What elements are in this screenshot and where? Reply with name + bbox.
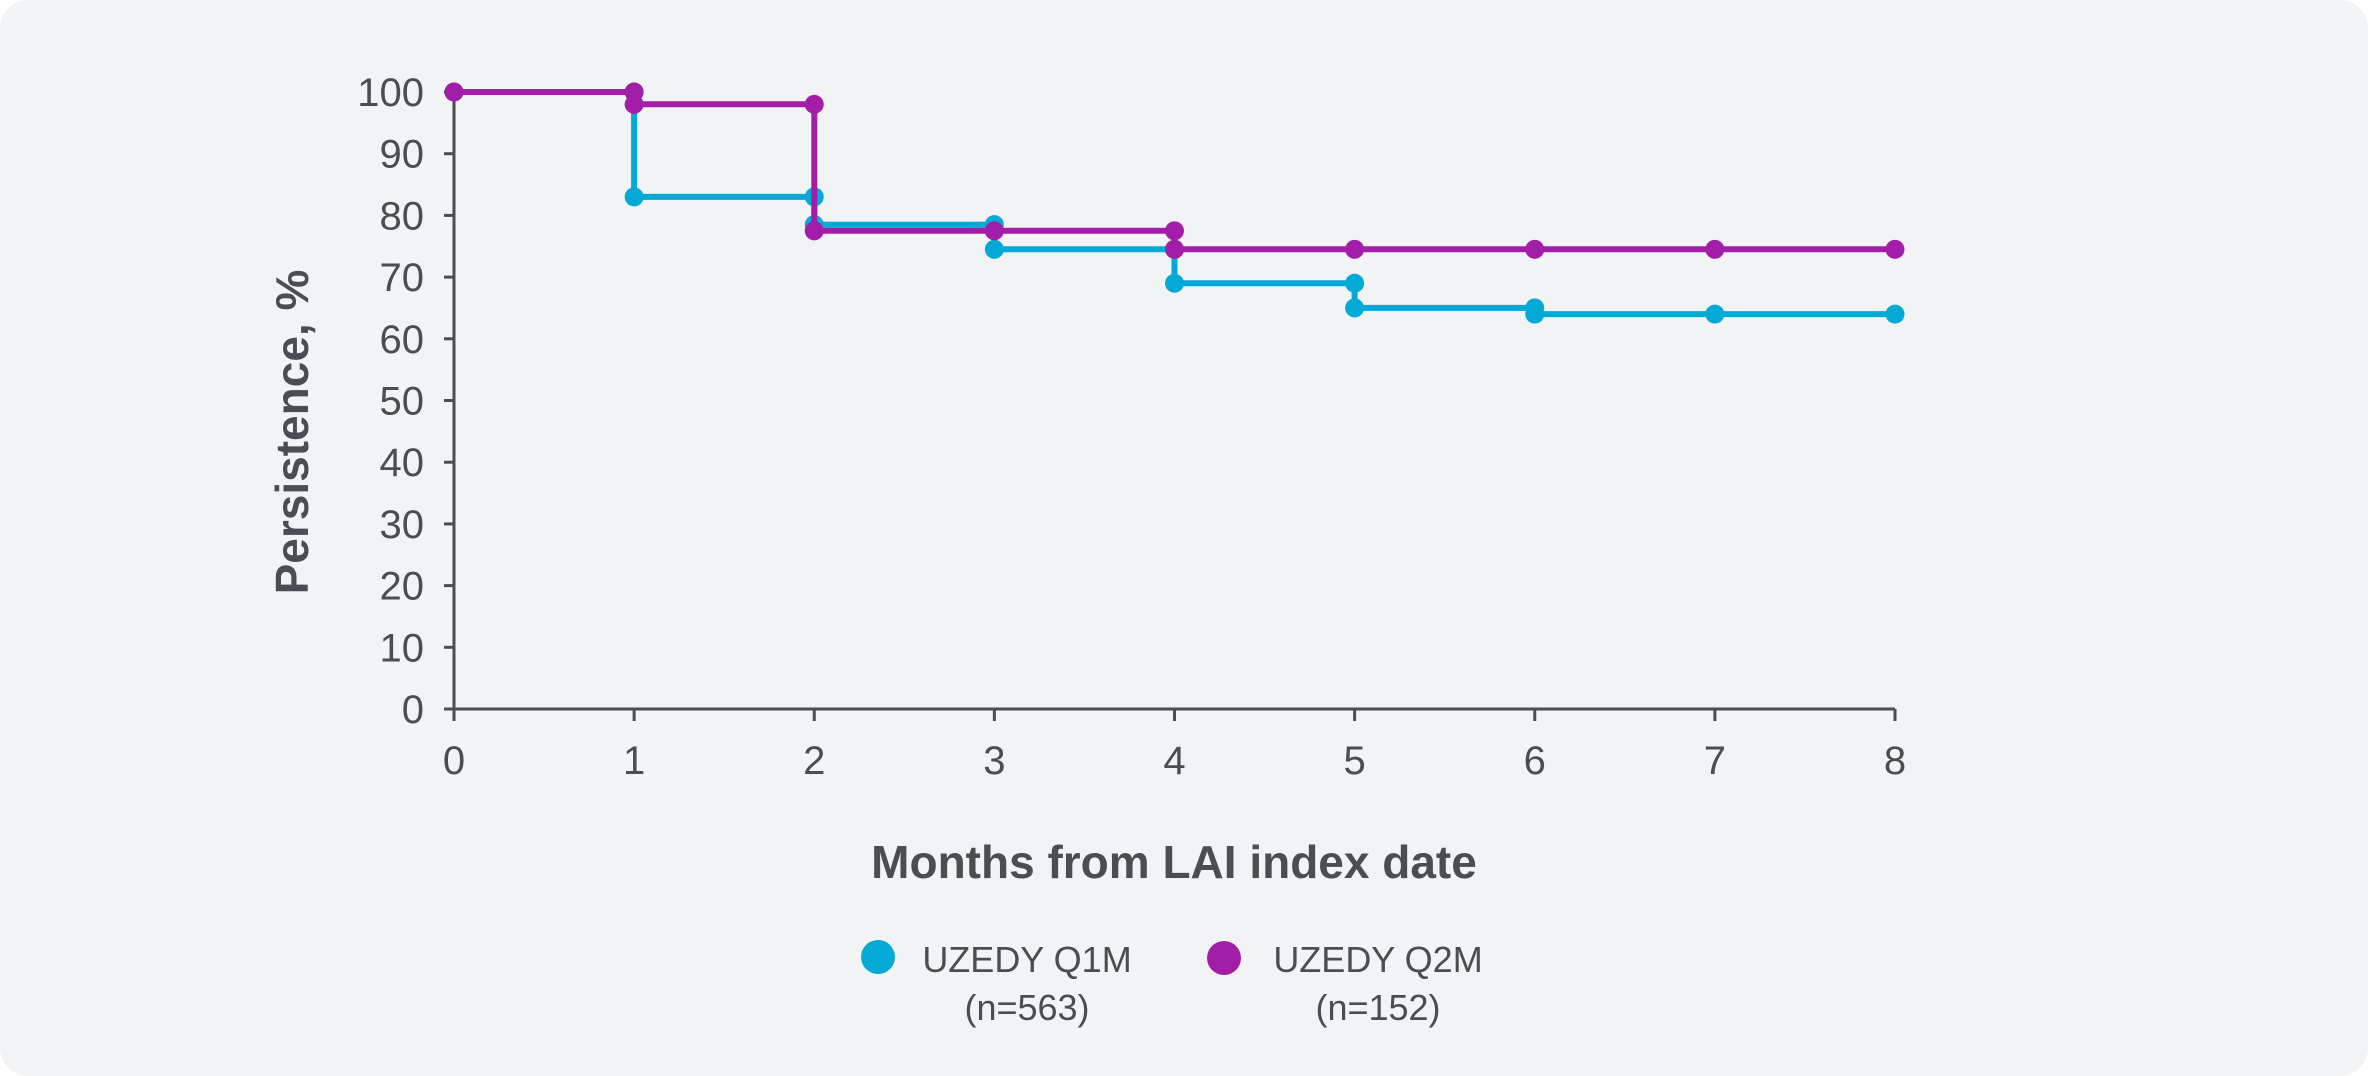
series-1-point [1705,304,1725,324]
series-2-points [444,82,1905,259]
y-tick-label: 40 [380,441,425,485]
x-tick-label: 1 [623,739,645,783]
x-tick-label: 2 [803,739,825,783]
y-axis-title: Persistence, % [266,270,318,595]
series-1-points [444,82,1905,324]
y-tick-label: 0 [402,688,424,732]
y-tick-label: 30 [380,503,425,547]
series-1-point [1345,273,1365,293]
y-tick-label: 70 [380,256,425,300]
legend-label-q2m: UZEDY Q2M [1273,939,1482,980]
legend-sublabel-q2m: (n=152) [1315,987,1440,1028]
series-2-point [1165,221,1184,241]
series-2-point [804,221,824,241]
x-tick-label: 6 [1524,739,1546,783]
legend-marker-q1m [861,940,895,974]
y-tick-label: 50 [380,380,425,424]
legend-marker-q2m [1207,941,1241,975]
series-2-point [1885,239,1905,259]
x-tick-label: 4 [1163,739,1185,783]
y-axis-ticks: 0 10 20 30 40 50 60 70 80 90 100 [357,71,454,732]
series-2-point [1705,239,1725,259]
y-tick-label: 20 [380,565,425,609]
y-tick-label: 90 [380,133,425,177]
series-1-point [984,239,1004,259]
series-layer [444,82,1905,324]
y-tick-label: 100 [357,71,424,115]
legend-item-q1m: UZEDY Q1M (n=563) [861,939,1132,1028]
series-2-point [1345,239,1365,259]
x-axis-title: Months from LAI index date [871,836,1477,888]
x-tick-label: 8 [1884,739,1906,783]
series-2-point [1165,239,1184,259]
legend-sublabel-q1m: (n=563) [964,987,1089,1028]
series-2-point [1525,239,1545,259]
legend-label-q1m: UZEDY Q1M [922,939,1131,980]
series-1-point [624,187,644,207]
y-tick-label: 10 [380,626,425,670]
series-2-point [444,82,464,102]
legend-item-q2m: UZEDY Q2M (n=152) [1207,939,1483,1028]
y-tick-label: 60 [380,318,425,362]
series-1-point [1885,304,1905,324]
series-2-point [624,94,644,114]
legend: UZEDY Q1M (n=563) UZEDY Q2M (n=152) [861,939,1483,1028]
x-tick-label: 7 [1704,739,1726,783]
x-tick-label: 5 [1344,739,1366,783]
x-axis-ticks: 0 1 2 3 4 5 6 7 8 [443,709,1906,783]
series-2-point [804,94,824,114]
series-1-point [1345,298,1365,318]
y-tick-label: 80 [380,194,425,238]
series-1-point [1165,273,1184,293]
x-tick-label: 0 [443,739,465,783]
series-2-point [984,221,1004,241]
x-tick-label: 3 [983,739,1005,783]
series-1-point [1525,304,1545,324]
